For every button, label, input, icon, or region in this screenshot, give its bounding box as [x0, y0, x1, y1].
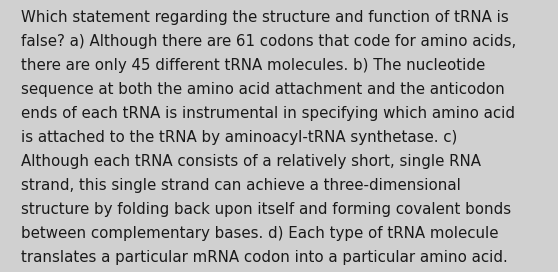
Text: ends of each tRNA is instrumental in specifying which amino acid: ends of each tRNA is instrumental in spe…: [21, 106, 515, 121]
Text: Which statement regarding the structure and function of tRNA is: Which statement regarding the structure …: [21, 10, 509, 24]
Text: is attached to the tRNA by aminoacyl-tRNA synthetase. c): is attached to the tRNA by aminoacyl-tRN…: [21, 130, 458, 145]
Text: translates a particular mRNA codon into a particular amino acid.: translates a particular mRNA codon into …: [21, 250, 508, 265]
Text: structure by folding back upon itself and forming covalent bonds: structure by folding back upon itself an…: [21, 202, 511, 217]
Text: false? a) Although there are 61 codons that code for amino acids,: false? a) Although there are 61 codons t…: [21, 34, 517, 49]
Text: strand, this single strand can achieve a three-dimensional: strand, this single strand can achieve a…: [21, 178, 461, 193]
Text: sequence at both the amino acid attachment and the anticodon: sequence at both the amino acid attachme…: [21, 82, 505, 97]
Text: there are only 45 different tRNA molecules. b) The nucleotide: there are only 45 different tRNA molecul…: [21, 58, 485, 73]
Text: between complementary bases. d) Each type of tRNA molecule: between complementary bases. d) Each typ…: [21, 226, 499, 241]
Text: Although each tRNA consists of a relatively short, single RNA: Although each tRNA consists of a relativ…: [21, 154, 481, 169]
